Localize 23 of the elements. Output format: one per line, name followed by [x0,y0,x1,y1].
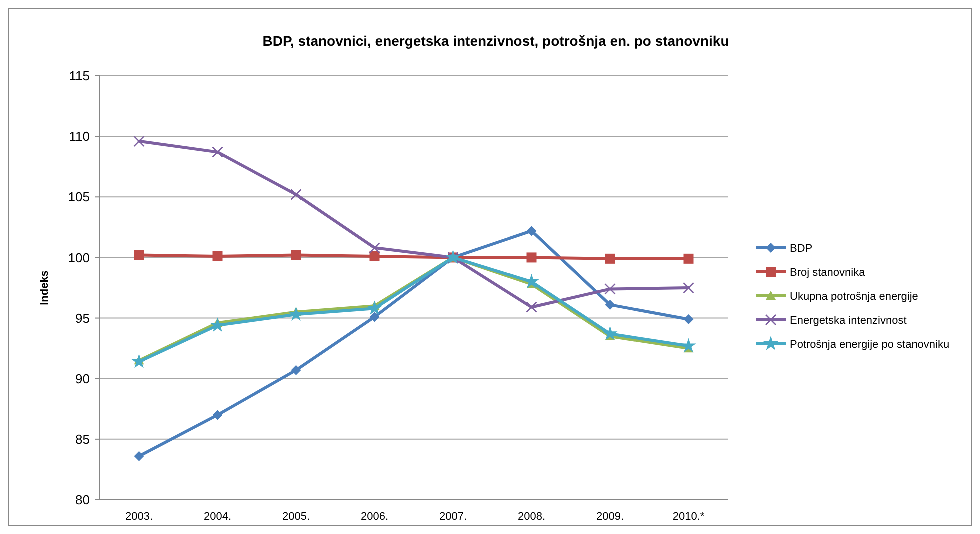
y-tick-label: 90 [76,371,90,386]
x-tick-label: 2003. [125,511,154,523]
legend-label: Potrošnja energije po stanovniku [790,338,950,351]
legend-label: Broj stanovnika [790,266,866,279]
y-tick-label: 100 [68,250,90,266]
y-tick-label: 110 [69,129,90,144]
legend-label: Energetska intenzivnost [790,314,907,327]
chart-title: BDP, stanovnici, energetska intenzivnost, potrošnja en. po stanovniku [262,33,730,49]
legend-label: BDP [790,242,813,255]
x-tick-label: 2009. [596,511,624,523]
x-tick-label: 2005. [282,511,310,523]
y-axis-title: Indeks [39,270,51,306]
y-tick-label: 115 [69,68,90,84]
legend-label: Ukupna potrošnja energije [790,290,918,303]
y-tick-label: 85 [76,432,90,447]
x-tick-label: 2006. [360,511,389,523]
x-tick-label: 2010.* [672,511,706,523]
y-tick-label: 105 [68,190,90,205]
y-tick-label: 80 [76,492,90,508]
y-tick-label: 95 [76,310,90,326]
x-tick-label: 2007. [439,511,468,523]
x-tick-label: 2004. [204,511,232,523]
x-tick-label: 2008. [518,511,546,523]
